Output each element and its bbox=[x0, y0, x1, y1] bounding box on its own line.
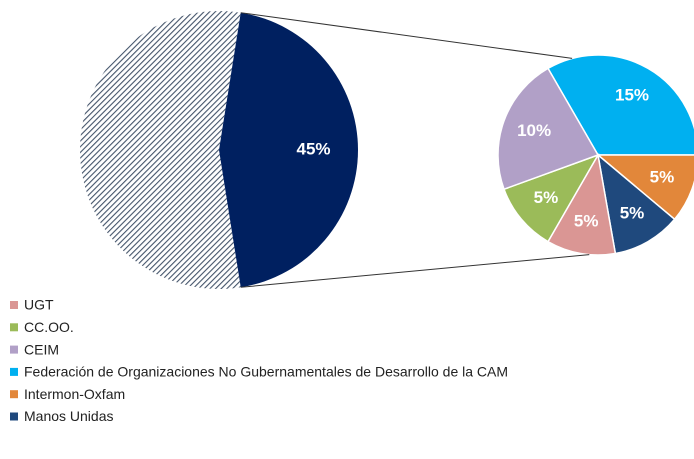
legend-label: CEIM bbox=[24, 341, 59, 357]
data-label: 5% bbox=[574, 211, 599, 230]
secondary-slice bbox=[596, 153, 676, 255]
legend-label: UGT bbox=[24, 297, 54, 313]
legend-label: Federación de Organizaciones No Gubernam… bbox=[24, 364, 508, 380]
data-label: 5% bbox=[534, 188, 559, 207]
legend-label: CC.OO. bbox=[24, 319, 74, 335]
secondary-slice bbox=[503, 153, 600, 243]
data-label: 5% bbox=[650, 168, 675, 187]
legend-swatch bbox=[10, 390, 18, 399]
secondary-slice bbox=[595, 154, 694, 221]
data-label: 5% bbox=[620, 203, 645, 222]
legend-label: Manos Unidas bbox=[24, 408, 114, 424]
data-label: 45% bbox=[297, 139, 331, 158]
secondary-slice bbox=[546, 152, 617, 256]
legend-label: Intermon-Oxfam bbox=[24, 386, 125, 402]
legend-swatch bbox=[10, 301, 18, 309]
legend-swatch bbox=[10, 345, 18, 354]
secondary-slice bbox=[497, 67, 600, 191]
main-slice bbox=[219, 12, 358, 288]
main-slice bbox=[79, 10, 241, 289]
data-label: 15% bbox=[615, 86, 649, 105]
legend-swatch bbox=[10, 367, 18, 376]
legend-swatch bbox=[10, 323, 18, 332]
connector bbox=[240, 12, 573, 59]
secondary-slice bbox=[546, 54, 694, 156]
connector bbox=[240, 254, 590, 288]
legend-swatch bbox=[10, 412, 18, 421]
data-label: 10% bbox=[517, 121, 551, 140]
